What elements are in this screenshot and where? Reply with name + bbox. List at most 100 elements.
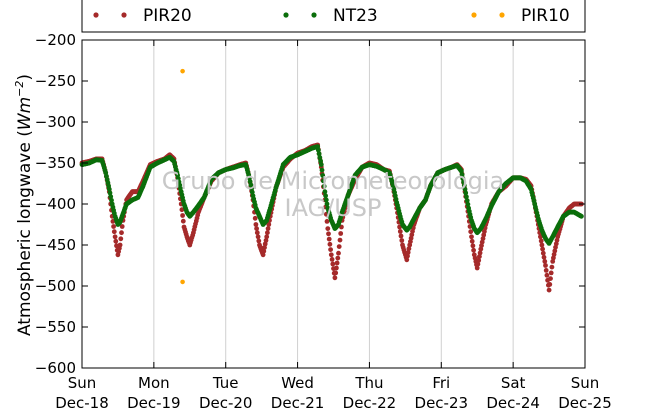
ytick-label-8: −200 [35,31,76,49]
point-pir20-252 [260,252,266,258]
point-pir20-245 [255,234,261,240]
point-nt23-338 [322,189,328,195]
point-pir20-341 [324,219,330,224]
xtick-date-4: Dec-22 [343,394,397,409]
watermark-line-2: IAG/USP [284,194,381,222]
point-pir20-554 [477,250,483,256]
point-pir20-55 [119,230,124,236]
ytick-label-7: −250 [35,72,76,90]
point-pir20-646 [543,268,549,273]
point-pir20-56 [119,224,125,229]
point-nt23-40 [108,194,114,200]
point-pir20-358 [336,244,342,250]
point-pir20-43 [110,219,116,224]
point-nt23-341 [324,201,330,207]
legend-label-pir10: PIR10 [521,6,570,26]
point-nt23-41 [109,197,114,203]
legend-marker-pir10-b [499,12,505,18]
point-nt23-233 [247,175,252,181]
point-pir20-647 [544,272,550,278]
point-pir20-255 [262,241,268,247]
point-nt23-336 [321,178,326,184]
xtick-day-6: Sat [501,374,526,392]
point-pir20-342 [325,226,331,232]
point-pir10-1 [180,279,185,285]
point-nt23-529 [459,172,465,178]
point-pir20-455 [406,246,412,252]
legend-marker-pir20-a [93,12,99,18]
x-tick-labels: Sun Dec-18 Mon Dec-19 Tue Dec-20 Wed Dec-21 Thu D… [55,374,612,409]
y-axis-label-text: Atmospheric longwave ( [15,130,35,336]
point-pir20-658 [552,248,558,254]
xtick-day-2: Tue [212,374,239,392]
legend-marker-nt23-a [283,12,289,18]
point-pir20-640 [539,242,545,248]
legend-label-pir20: PIR20 [143,6,192,26]
data-markers [79,68,584,293]
point-nt23-237 [249,189,255,195]
point-pir20-345 [327,241,333,247]
point-pir20-246 [256,238,262,244]
point-pir20-53 [117,242,123,248]
point-pir20-454 [405,250,411,255]
point-nt23-537 [465,201,471,207]
xtick-date-1: Dec-19 [127,394,181,409]
point-pir20-552 [476,258,482,263]
vertical-gridlines [153,40,514,368]
point-nt23-339 [323,193,328,199]
point-pir20-260 [266,222,272,227]
series-nt23 [79,144,584,246]
point-pir20-353 [333,270,339,276]
y-axis-label-close: ) [15,74,35,81]
point-pir20-357 [336,250,341,256]
point-pir20-354 [334,265,339,271]
point-pir20-643 [541,254,547,260]
xtick-date-5: Dec-23 [415,394,469,409]
point-nt23-531 [461,179,466,185]
point-pir20-344 [326,236,332,242]
point-pir20-558 [480,236,486,242]
point-pir20-347 [328,252,334,258]
point-nt23-333 [318,162,324,168]
point-nt23-38 [106,186,112,192]
point-nt23-39 [107,190,113,196]
point-pir20-54 [118,236,124,242]
point-nt23-337 [321,183,327,189]
point-pir20-645 [543,263,548,268]
watermark-line-1: Grupo de Micrometeorologia [162,167,504,195]
xtick-day-0: Sun [68,374,97,392]
point-nt23-330 [316,151,322,157]
point-pir20-545 [471,247,476,253]
point-nt23-234 [247,179,253,184]
point-pir20-551 [475,261,481,267]
point-pir20-253 [261,248,267,254]
xtick-day-4: Thu [354,374,383,392]
xtick-date-7: Dec-25 [558,394,612,409]
xtick-date-2: Dec-20 [199,394,253,409]
point-nt23-329 [316,147,321,153]
point-pir20-359 [337,237,343,243]
point-nt23-530 [460,176,466,181]
ytick-label-4: −400 [35,195,76,213]
ytick-label-6: −300 [35,113,76,131]
point-pir20-638 [538,234,543,240]
xtick-day-7: Sun [571,374,600,392]
series-pir10 [180,68,185,285]
y-axis-label: Atmospheric longwave (Wm−2) [13,74,35,336]
point-pir20-45 [111,229,117,235]
axis-ticks [81,39,586,369]
point-pir20-244 [254,230,260,236]
point-pir20-243 [254,226,259,232]
point-pir20-641 [540,246,545,252]
point-pir20-349 [330,261,336,267]
point-pir20-346 [328,247,333,253]
point-nt23-533 [462,186,468,192]
point-pir20-258 [265,230,270,236]
point-nt23-236 [249,186,255,192]
point-pir20-348 [329,257,335,262]
ytick-label-2: −500 [35,277,76,295]
point-nt23-332 [318,158,323,164]
point-pir20-443 [397,229,403,234]
point-pir20-541 [468,229,474,235]
point-nt23-335 [320,173,326,178]
